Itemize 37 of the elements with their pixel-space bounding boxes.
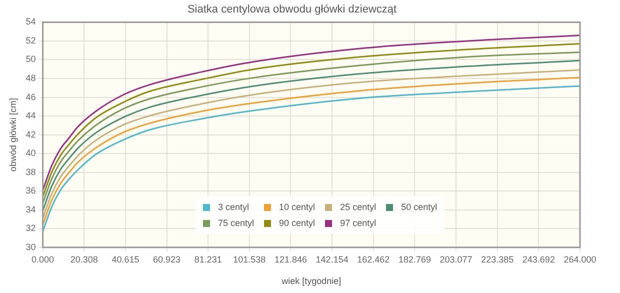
y-tick-label: 44 <box>26 110 36 121</box>
x-tick-label: 142.154 <box>316 254 348 264</box>
x-tick-label: 162.462 <box>357 254 390 264</box>
x-axis-title: wiek [tygodnie] <box>280 276 342 286</box>
legend-label: 3 centyl <box>218 202 250 212</box>
x-tick-label: 101.538 <box>233 254 266 264</box>
x-tick-label: 20.308 <box>70 254 98 264</box>
y-tick-label: 36 <box>26 186 36 196</box>
y-tick-label: 50 <box>26 54 36 64</box>
y-tick-label: 52 <box>26 35 36 46</box>
legend-label: 75 centyl <box>218 218 254 228</box>
y-tick-label: 34 <box>26 204 36 214</box>
x-tick-label: 40.615 <box>112 254 140 264</box>
legend-label: 25 centyl <box>340 202 376 212</box>
y-tick-label: 30 <box>26 242 36 252</box>
legend-label: 90 centyl <box>279 218 316 228</box>
x-tick-label: 81.231 <box>194 254 222 264</box>
legend-label: 50 centyl <box>401 202 438 212</box>
y-tick-label: 40 <box>26 148 36 158</box>
x-tick-label: 121.846 <box>274 254 308 264</box>
x-tick-label: 182.769 <box>398 254 431 264</box>
y-tick-label: 32 <box>26 223 36 234</box>
y-tick-label: 48 <box>26 72 36 83</box>
x-tick-label: 0.000 <box>32 254 54 264</box>
x-tick-label: 223.385 <box>481 254 514 264</box>
y-tick-label: 42 <box>26 129 36 140</box>
x-tick-label: 60.923 <box>153 254 181 264</box>
y-tick-label: 54 <box>26 16 36 27</box>
x-tick-label: 203.077 <box>440 254 472 264</box>
y-tick-label: 38 <box>26 166 36 177</box>
x-tick-label: 243.692 <box>522 254 555 264</box>
chart-title: Siatka centylowa obwodu główki dziewcząt <box>187 4 397 16</box>
x-tick-label: 264.000 <box>564 254 596 264</box>
y-tick-label: 46 <box>26 92 36 102</box>
legend-label: 10 centyl <box>279 202 316 212</box>
y-axis-title: obwód główki [cm] <box>8 98 18 172</box>
legend-label: 97 centyl <box>340 218 376 228</box>
